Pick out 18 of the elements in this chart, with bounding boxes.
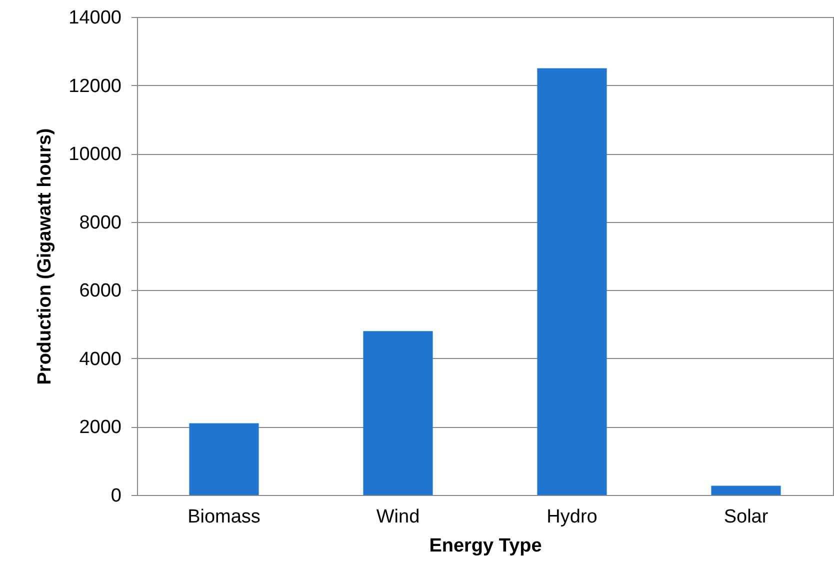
bar [537,68,607,495]
x-tick-label: Solar [724,506,769,528]
bar [363,331,433,495]
x-tick-label: Biomass [188,506,260,528]
y-tick-label: 4000 [79,348,122,370]
x-tick-label: Hydro [546,506,598,528]
x-tick-label: Wind [376,506,420,528]
y-tick-label: 14000 [68,8,122,28]
y-tick-label: 2000 [79,417,122,438]
bar [711,486,781,495]
bar [189,423,259,495]
y-tick-label: 0 [110,486,122,506]
y-tick-label: 6000 [79,280,122,302]
y-tick-label: 8000 [79,212,122,234]
y-tick-label: 12000 [68,76,122,97]
y-axis-title: Production (Gigawatt hours) [34,128,56,385]
y-tick-label: 10000 [68,144,122,166]
x-axis-title: Energy Type [429,536,542,556]
